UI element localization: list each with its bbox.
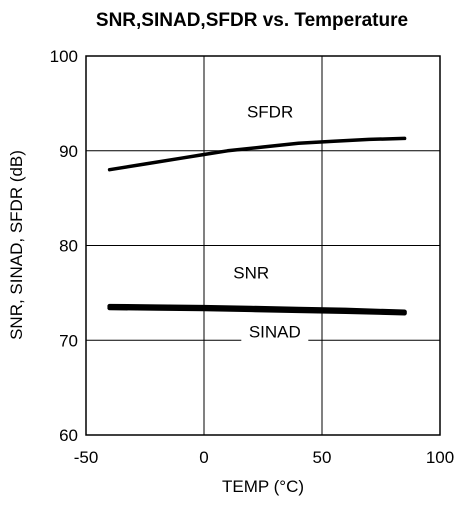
y-tick-labels: 60 70 80 90 100 [50,47,78,445]
plot-frame [85,55,441,436]
x-tick-label-3: 100 [426,448,454,467]
x-tick-labels: -50 0 50 100 [74,448,454,467]
annotation-bg-0 [242,102,299,124]
label-backgrounds [228,102,309,344]
series-lines [107,136,407,316]
chart-title: SNR,SINAD,SFDR vs. Temperature [96,10,408,31]
y-tick-label-3: 90 [59,142,78,161]
annotation-bg-1 [228,263,274,285]
annotation-bg-2 [241,322,309,344]
y-axis-label: SNR, SINAD, SFDR (dB) [7,150,26,340]
y-tick-label-1: 70 [59,331,78,350]
y-tick-label-0: 60 [59,426,78,445]
x-tick-label-0: -50 [74,448,99,467]
x-axis-label: TEMP (°C) [222,477,304,496]
series-line-sfdr [107,136,407,172]
annotation-label-sfdr: SFDR [247,103,293,122]
x-tick-label-1: 0 [199,448,208,467]
series-annotations: SFDR SNR SINAD [233,103,301,342]
y-tick-label-4: 100 [50,47,78,66]
y-tick-label-2: 80 [59,237,78,256]
annotation-label-snr: SNR [233,264,269,283]
series-line-sinad [107,305,407,316]
annotation-label-sinad: SINAD [249,322,301,341]
x-tick-label-2: 50 [313,448,332,467]
